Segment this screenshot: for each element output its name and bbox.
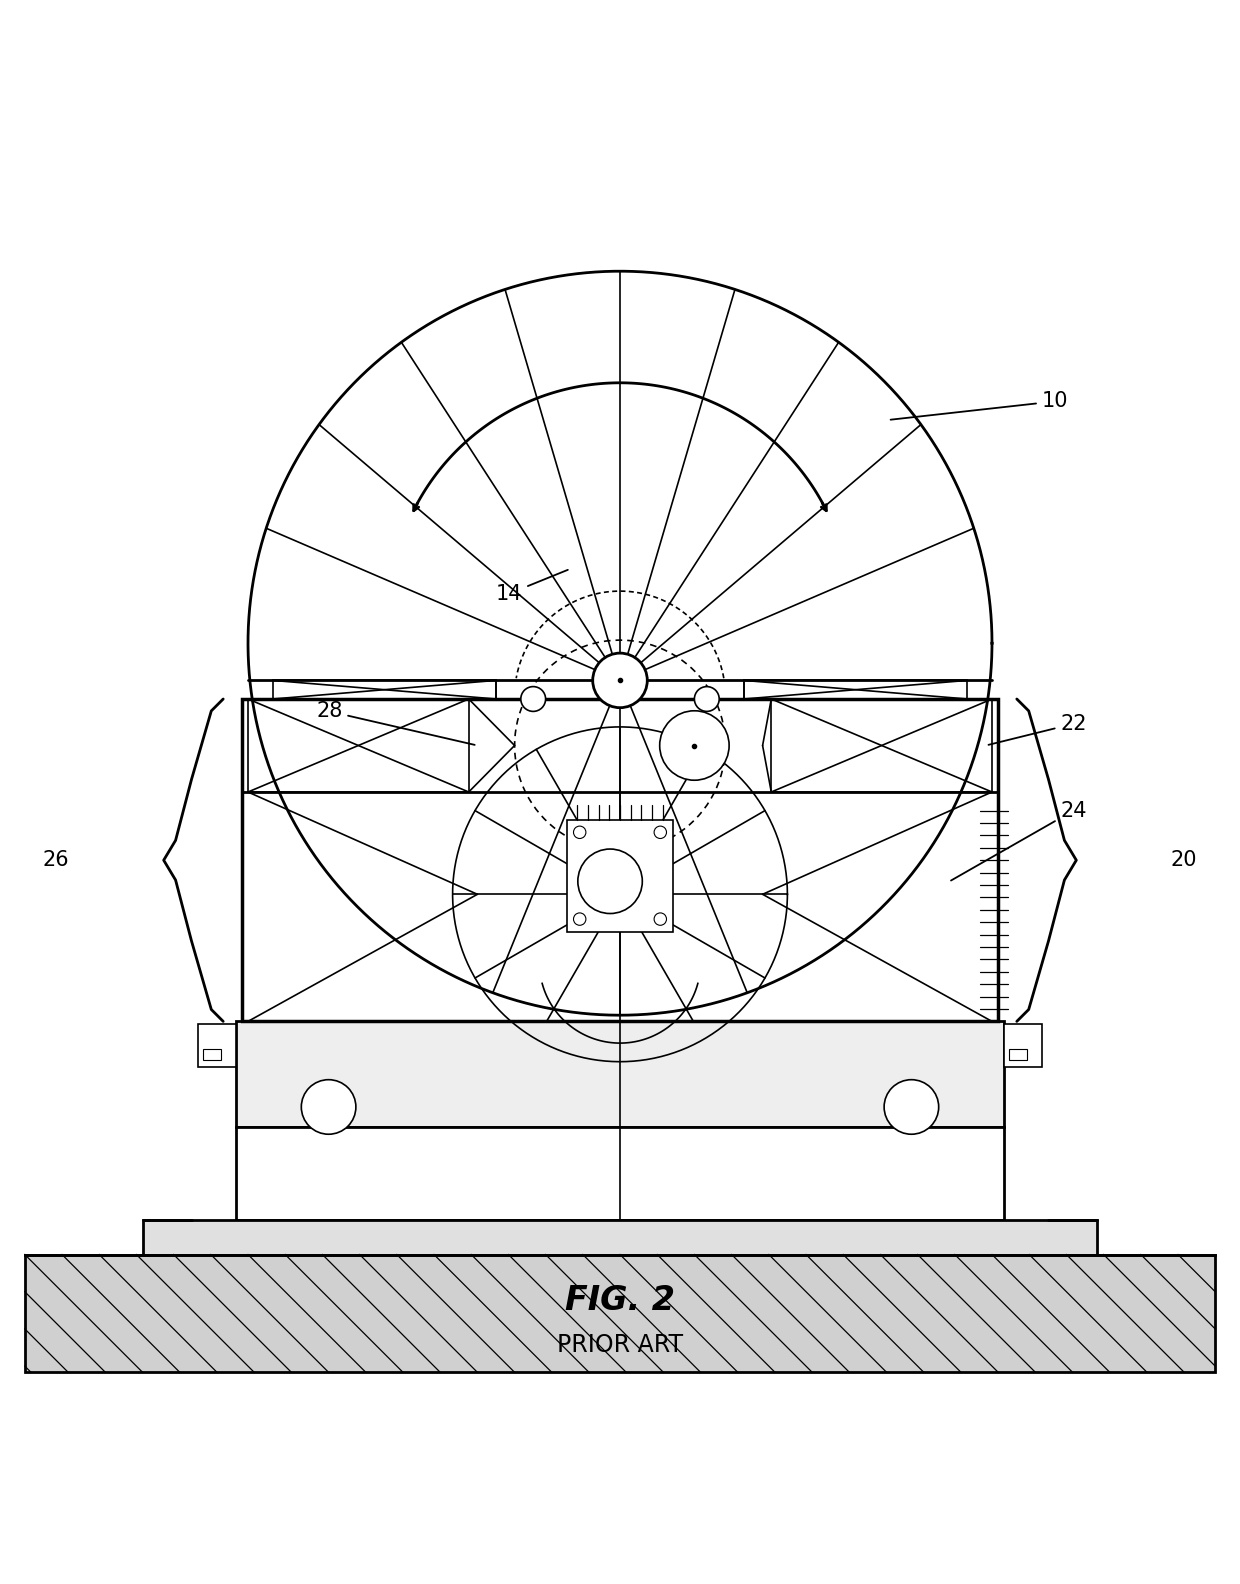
Circle shape bbox=[660, 711, 729, 781]
Circle shape bbox=[573, 912, 587, 925]
Text: 28: 28 bbox=[316, 702, 475, 744]
Text: 24: 24 bbox=[951, 800, 1086, 881]
Text: 14: 14 bbox=[496, 570, 568, 604]
Bar bbox=[25, 1255, 1215, 1372]
Bar bbox=[236, 1022, 1004, 1126]
Circle shape bbox=[694, 686, 719, 711]
Bar bbox=[771, 699, 992, 792]
Circle shape bbox=[655, 827, 667, 838]
Circle shape bbox=[578, 849, 642, 914]
Bar bbox=[248, 699, 469, 792]
Circle shape bbox=[301, 1080, 356, 1134]
Circle shape bbox=[593, 653, 647, 708]
Text: 22: 22 bbox=[988, 714, 1086, 744]
Circle shape bbox=[884, 1080, 939, 1134]
Text: FIG. 2: FIG. 2 bbox=[565, 1285, 675, 1316]
Bar bbox=[1009, 1049, 1027, 1060]
Bar bbox=[236, 1126, 1004, 1220]
Bar bbox=[744, 681, 967, 699]
Bar bbox=[198, 1023, 236, 1068]
Bar bbox=[203, 1049, 221, 1060]
Bar bbox=[1004, 1023, 1042, 1068]
Circle shape bbox=[573, 827, 587, 838]
Text: 10: 10 bbox=[890, 391, 1068, 420]
Text: 20: 20 bbox=[1171, 851, 1198, 870]
Text: 26: 26 bbox=[42, 851, 69, 870]
Bar bbox=[143, 1220, 1097, 1255]
Circle shape bbox=[521, 686, 546, 711]
Bar bbox=[273, 681, 496, 699]
Bar bbox=[242, 699, 998, 1022]
Bar bbox=[568, 821, 672, 931]
Circle shape bbox=[655, 912, 667, 925]
Text: PRIOR ART: PRIOR ART bbox=[557, 1334, 683, 1357]
